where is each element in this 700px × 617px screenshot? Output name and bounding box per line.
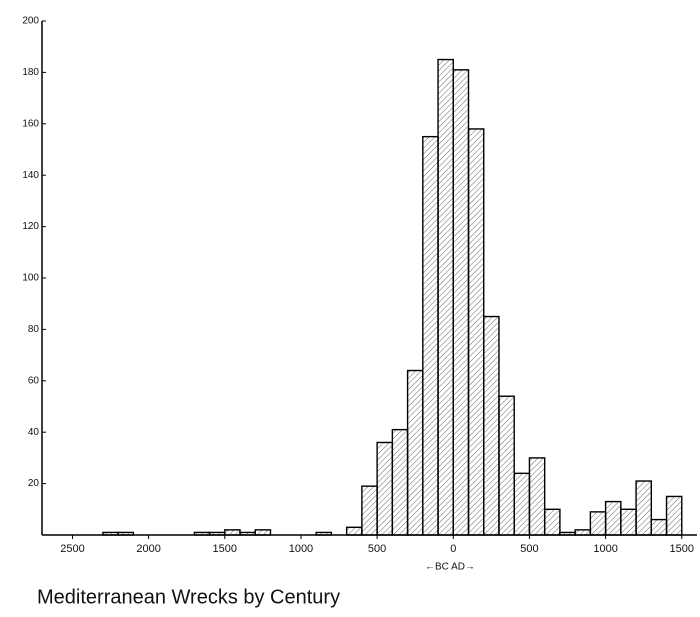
bar <box>513 472 531 536</box>
y-tick-label: 180 <box>22 67 39 78</box>
x-tick-label: 1500 <box>213 543 237 555</box>
y-tick-label: 20 <box>28 478 40 489</box>
y-tick-label: 120 <box>22 221 39 232</box>
bar <box>102 531 119 536</box>
y-tick-label: 40 <box>28 427 40 438</box>
y-tick-label: 200 <box>22 16 39 27</box>
x-tick-label: 500 <box>368 543 386 555</box>
x-tick-label: 1000 <box>289 543 313 555</box>
bar <box>650 518 668 536</box>
bar <box>528 457 546 536</box>
bar <box>620 508 637 536</box>
y-tick-label: 140 <box>22 170 39 181</box>
bar <box>589 511 607 536</box>
y-tick-label: 160 <box>22 118 39 129</box>
bar <box>574 529 592 536</box>
bar <box>559 531 576 536</box>
bar <box>543 508 561 536</box>
x-tick-label: 2500 <box>60 543 84 555</box>
bar <box>498 395 515 536</box>
x-tick-label: 1500 <box>670 543 694 555</box>
bar <box>467 128 485 536</box>
bar <box>361 485 378 536</box>
bar <box>406 369 424 536</box>
y-tick-label: 60 <box>28 375 40 386</box>
bar <box>345 526 363 536</box>
bar <box>193 531 211 536</box>
bar <box>208 531 226 536</box>
x-tick-label: 500 <box>520 543 538 555</box>
bar <box>376 441 394 536</box>
x-axis-label: ←BC AD→ <box>425 562 475 573</box>
bar <box>437 58 454 536</box>
bar <box>224 529 241 536</box>
bar <box>254 529 272 536</box>
chart-title: Mediterranean Wrecks by Century <box>37 586 340 608</box>
bar <box>604 500 622 536</box>
bar <box>452 69 470 536</box>
bar <box>391 428 409 536</box>
bar <box>239 531 256 536</box>
bar <box>315 531 333 536</box>
x-tick-label: 0 <box>450 543 456 555</box>
bar <box>483 315 500 536</box>
x-tick-label: 2000 <box>136 543 160 555</box>
bar <box>422 135 439 536</box>
bar <box>117 531 135 536</box>
x-tick-label: 1000 <box>593 543 617 555</box>
bar <box>635 480 653 536</box>
y-tick-label: 80 <box>28 324 40 335</box>
y-tick-label: 100 <box>22 273 39 284</box>
bar <box>665 495 683 536</box>
